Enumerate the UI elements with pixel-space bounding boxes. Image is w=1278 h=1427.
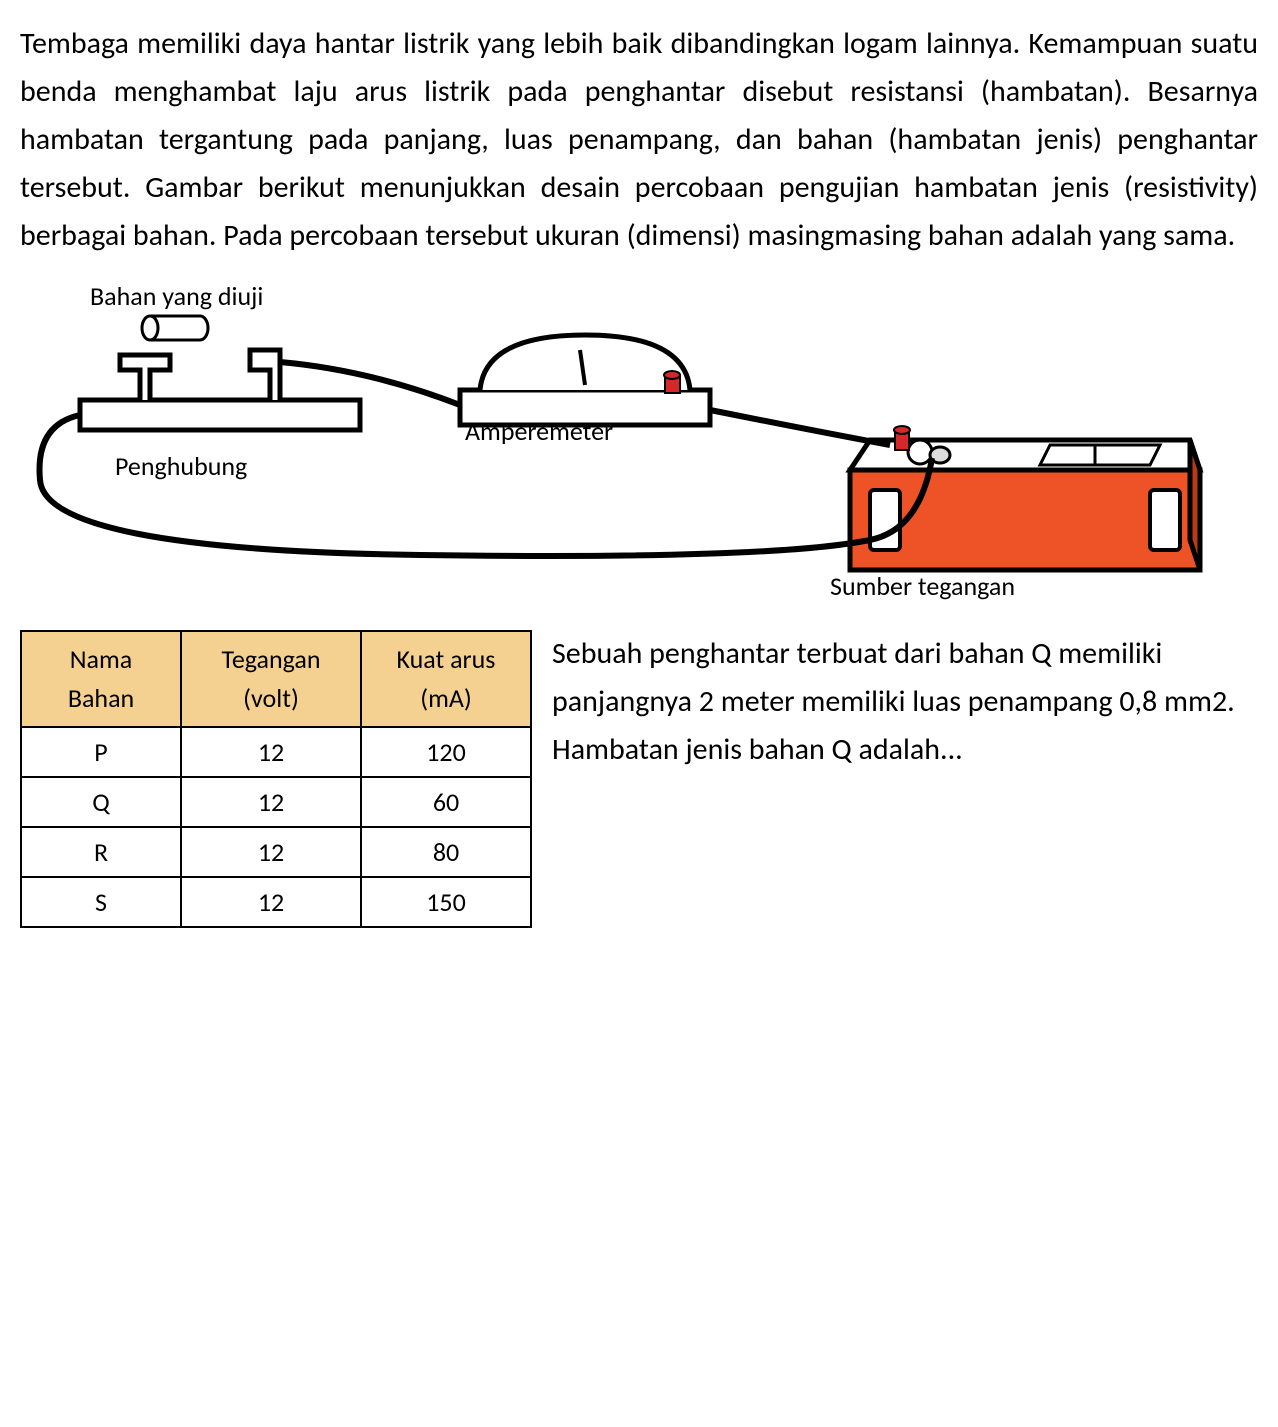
cell: P	[21, 727, 181, 777]
cell: 12	[181, 827, 361, 877]
table-row: Q 12 60	[21, 777, 531, 827]
table-row: P 12 120	[21, 727, 531, 777]
header-text: Kuat arus	[397, 640, 496, 679]
amperemeter-icon	[460, 335, 710, 425]
label-sumber: Sumber tegangan	[830, 570, 1015, 602]
data-table: Nama Bahan Tegangan (volt) Kuat arus	[20, 630, 532, 928]
header-text: (volt)	[243, 679, 299, 718]
cell: 150	[361, 877, 531, 927]
cell: S	[21, 877, 181, 927]
test-material-icon	[142, 316, 208, 340]
data-table-container: Nama Bahan Tegangan (volt) Kuat arus	[20, 630, 532, 928]
cell: 12	[181, 877, 361, 927]
table-header-row: Nama Bahan Tegangan (volt) Kuat arus	[21, 631, 531, 727]
bottom-section: Nama Bahan Tegangan (volt) Kuat arus	[20, 630, 1258, 928]
circuit-svg	[20, 280, 1258, 600]
intro-paragraph: Tembaga memiliki daya hantar listrik yan…	[20, 20, 1258, 260]
col-header-tegangan: Tegangan (volt)	[181, 631, 361, 727]
header-text: Bahan	[68, 679, 134, 718]
cell: 120	[361, 727, 531, 777]
label-bahan: Bahan yang diuji	[90, 280, 263, 312]
connector-icon	[80, 350, 360, 430]
col-header-nama: Nama Bahan	[21, 631, 181, 727]
col-header-arus: Kuat arus (mA)	[361, 631, 531, 727]
circuit-diagram: Bahan yang diuji Penghubung Amperemeter …	[20, 280, 1258, 620]
cell: 12	[181, 777, 361, 827]
label-penghubung: Penghubung	[115, 450, 247, 482]
cell: R	[21, 827, 181, 877]
table-row: R 12 80	[21, 827, 531, 877]
cell: Q	[21, 777, 181, 827]
cell: 12	[181, 727, 361, 777]
cell: 80	[361, 827, 531, 877]
voltage-source-icon	[850, 426, 1200, 570]
label-amperemeter: Amperemeter	[465, 415, 613, 447]
header-text: (mA)	[420, 679, 472, 718]
question-text: Sebuah penghantar terbuat dari bahan Q m…	[552, 630, 1258, 774]
table-body: P 12 120 Q 12 60 R 12 80 S 12 150	[21, 727, 531, 927]
table-row: S 12 150	[21, 877, 531, 927]
cell: 60	[361, 777, 531, 827]
header-text: Tegangan	[221, 640, 320, 679]
header-text: Nama	[70, 640, 132, 679]
